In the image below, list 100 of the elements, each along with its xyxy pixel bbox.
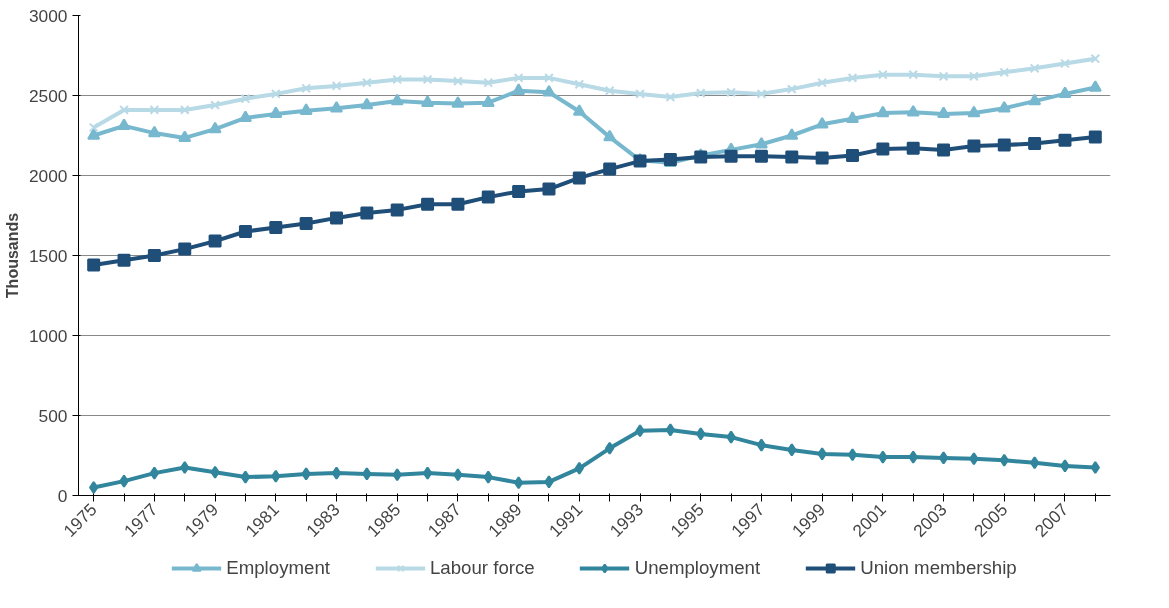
point xyxy=(665,92,676,102)
point xyxy=(270,89,281,99)
point xyxy=(997,138,1011,152)
point xyxy=(908,450,918,464)
point xyxy=(1058,86,1072,99)
point xyxy=(147,125,161,138)
point xyxy=(726,430,736,444)
point xyxy=(724,149,738,163)
point xyxy=(392,468,402,482)
point xyxy=(208,234,222,248)
point xyxy=(604,85,615,96)
point xyxy=(572,171,586,185)
point xyxy=(87,128,101,140)
point xyxy=(481,190,495,204)
point xyxy=(756,89,767,99)
point xyxy=(876,105,890,118)
point xyxy=(301,467,311,481)
point xyxy=(754,136,768,149)
point xyxy=(1088,130,1102,144)
point xyxy=(846,149,859,162)
point xyxy=(513,73,524,83)
point xyxy=(1029,456,1040,470)
point xyxy=(817,447,827,461)
point xyxy=(542,182,556,196)
point xyxy=(361,77,372,88)
point xyxy=(1090,461,1100,474)
point xyxy=(967,105,981,118)
point xyxy=(451,197,465,211)
point xyxy=(89,481,99,494)
point xyxy=(696,427,706,441)
y-tick-label: 500 xyxy=(38,405,68,426)
point xyxy=(785,128,799,140)
point xyxy=(451,96,465,108)
point xyxy=(513,476,524,490)
point xyxy=(240,470,251,484)
point xyxy=(1090,53,1101,64)
point xyxy=(119,105,129,115)
point xyxy=(299,217,313,230)
point xyxy=(635,424,645,438)
point xyxy=(847,73,858,83)
point xyxy=(906,141,920,155)
point xyxy=(481,95,495,107)
point xyxy=(574,79,585,90)
point xyxy=(238,110,252,123)
point xyxy=(483,470,493,484)
point xyxy=(937,106,951,119)
point xyxy=(149,105,160,115)
point xyxy=(574,461,584,475)
point xyxy=(1029,63,1040,74)
point xyxy=(210,100,220,110)
point xyxy=(938,451,949,465)
point xyxy=(754,149,768,163)
point xyxy=(603,162,617,176)
legend-label: Unemployment xyxy=(634,556,761,579)
point xyxy=(331,81,342,91)
point xyxy=(665,423,676,437)
point xyxy=(240,93,251,104)
point xyxy=(969,452,979,466)
point xyxy=(906,104,920,117)
point xyxy=(301,83,312,94)
point xyxy=(694,150,708,164)
point xyxy=(330,211,343,225)
point xyxy=(544,73,554,83)
point xyxy=(726,87,736,98)
point xyxy=(179,105,190,115)
point xyxy=(117,118,131,131)
point xyxy=(695,88,706,98)
point xyxy=(572,104,586,116)
y-tick-label: 0 xyxy=(57,485,68,506)
point xyxy=(269,221,283,234)
point xyxy=(422,466,433,480)
point xyxy=(238,225,252,238)
point xyxy=(997,100,1011,113)
point xyxy=(210,465,220,479)
point xyxy=(88,122,99,133)
point xyxy=(1060,58,1070,69)
y-tick-label: 1500 xyxy=(28,245,68,266)
point xyxy=(149,466,160,480)
point xyxy=(390,203,404,217)
legend-label: Labour force xyxy=(429,556,535,579)
legend-label: Employment xyxy=(226,556,330,579)
point xyxy=(178,130,192,143)
point xyxy=(785,150,799,164)
point xyxy=(269,106,283,119)
point xyxy=(299,103,313,115)
point xyxy=(967,139,981,153)
point xyxy=(421,95,435,107)
point xyxy=(1028,93,1042,106)
point xyxy=(603,129,617,142)
point xyxy=(422,74,433,85)
legend-label: Union membership xyxy=(860,556,1017,579)
point xyxy=(392,74,403,85)
point xyxy=(846,111,859,123)
point xyxy=(362,467,372,481)
point xyxy=(815,151,829,165)
point xyxy=(483,77,494,88)
point xyxy=(876,142,890,156)
point xyxy=(542,84,556,97)
point xyxy=(147,249,161,262)
point xyxy=(908,69,919,80)
